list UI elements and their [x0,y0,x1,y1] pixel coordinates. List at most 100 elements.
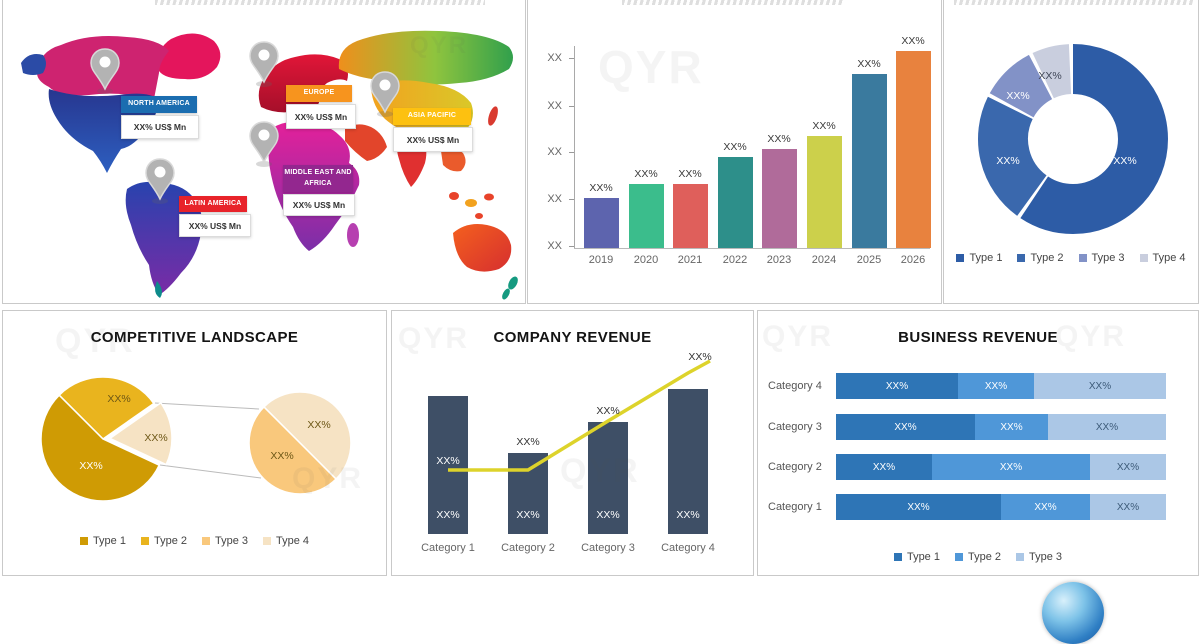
company-line-label: XX% [596,405,620,417]
segment-value-label: XX% [1116,461,1140,473]
region-value: XX% US$ Mn [283,194,355,216]
company-revenue-bar [588,422,628,534]
x-axis-year-label: 2025 [856,254,882,266]
legend-swatch [954,553,963,561]
x-axis-year-label: 2021 [677,254,703,266]
company-line-label: XX% [516,436,540,448]
legend-item: Type 1 [956,252,1002,264]
cropped-title-map-panel [155,0,485,5]
y-tick-label: XX [547,146,562,158]
company-category-label: Category 2 [501,542,555,554]
legend-swatch [79,537,88,545]
donut-slice-label: XX% [996,155,1020,167]
secondary-pie-slice-type-4 [262,391,352,481]
stacked-bar-segment-type-2: XX% [1001,494,1090,520]
business-revenue-plot: Category 4 XX% XX% XX% Category 3 XX% XX% XX% Ca… [758,311,1198,575]
growth-bar-value-label: XX% [589,182,613,194]
x-axis-year-label: 2024 [811,254,837,266]
map-pin-icon [249,41,279,87]
x-axis-year-label: 2026 [900,254,926,266]
stacked-bar-segment-type-2: XX% [975,414,1048,440]
legend-swatch [1016,553,1025,561]
continent-australia [453,224,518,300]
y-tick-mark [569,58,574,59]
map-pin-icon [145,158,175,204]
legend-label: Type 1 [969,252,1003,264]
y-tick-label: XX [547,240,562,252]
legend-label: Type 3 [1091,252,1125,264]
stacked-bar-segment-type-1: XX% [836,373,958,399]
growth-bar-value-label: XX% [723,141,747,153]
growth-bar [852,74,887,248]
growth-bar-value-label: XX% [901,35,925,47]
business-revenue-title: BUSINESS REVENUE [898,329,1058,346]
donut-legend: Type 1 Type 2 Type 3 Type 4 [944,252,1198,264]
growth-bar [896,51,931,248]
legend-swatch [1078,254,1087,262]
segment-value-label: XX% [1116,501,1140,513]
growth-bar-value-label: XX% [812,120,836,132]
business-category-label: Category 2 [768,461,822,473]
legend-swatch [956,254,965,262]
company-line-label: XX% [436,455,460,467]
legend-label: Type 4 [276,535,310,547]
legend-label: Type 2 [967,551,1002,563]
growth-bar-value-label: XX% [857,58,881,70]
legend-item: Type 3 [202,535,248,547]
legend-swatch [893,553,902,561]
company-revenue-title: COMPANY REVENUE [493,329,652,346]
legend-label: Type 4 [1152,252,1186,264]
growth-bar [629,184,664,248]
business-category-label: Category 1 [768,501,822,513]
business-category-label: Category 3 [768,421,822,433]
legend-swatch [1139,254,1148,262]
cropped-title-donut-panel [954,0,1194,5]
pie-connector-line [159,464,262,479]
growth-chart-plot: XX XX XX XX XX XX% 2019 XX% 2020 XX% 2021 XX% 2022 XX… [528,0,941,303]
stacked-bar-segment-type-1: XX% [836,494,1001,520]
growth-bar-value-label: XX% [767,133,791,145]
company-bar-bottom-label: XX% [436,509,460,521]
region-value: XX% US$ Mn [286,104,356,129]
growth-bar [718,157,753,248]
continent-europe [258,54,348,113]
growth-bar [584,198,619,248]
region-label-latin-america: LATIN AMERICA [179,196,247,212]
region-value: XX% US$ Mn [179,214,251,237]
growth-bar [762,149,797,248]
map-pin-icon [370,71,400,117]
segment-value-label: XX% [1095,421,1119,433]
x-axis-year-label: 2023 [766,254,792,266]
x-axis-year-label: 2019 [588,254,614,266]
y-tick-mark [569,199,574,200]
secondary-pie-slice-type-3 [248,405,338,495]
y-tick-mark [569,152,574,153]
company-revenue-bar [428,396,468,534]
pie-connector-line [154,402,260,410]
company-bar-bottom-label: XX% [596,509,620,521]
legend-label: Type 1 [906,551,940,563]
donut-slice-type-1 [978,44,1168,234]
y-tick-mark [569,106,574,107]
donut-chart [978,43,1168,235]
donut-chart-panel: XX% XX% XX% XX% Type 1 Type 2 Type 3 Type 4 [943,0,1199,304]
stacked-bar-segment-type-3: XX% [1090,494,1166,520]
pie-of-pie-chart [40,376,352,502]
legend-label: Type 2 [153,535,187,547]
company-category-label: Category 4 [661,542,715,554]
world-map [21,30,518,300]
segment-value-label: XX% [1088,380,1112,392]
legend-item: Type 2 [954,551,1002,563]
stacked-bar-segment-type-1: XX% [836,414,975,440]
region-label-asia-pacific: ASIA PACIFIC [393,108,471,125]
legend-label: Type 1 [92,535,126,547]
legend-swatch [263,537,272,545]
segment-value-label: XX% [984,380,1008,392]
donut-slice-label: XX% [1113,155,1137,167]
legend-item: Type 2 [140,535,187,547]
legend-label: Type 3 [215,535,249,547]
competitive-landscape-title: COMPETITIVE LANDSCAPE [90,329,299,346]
pie-slice-label: XX% [307,419,331,431]
segment-value-label: XX% [885,380,909,392]
map-panel: NORTH AMERICA XX% US$ Mn EUROPE XX% US$ Mn A… [2,0,526,304]
